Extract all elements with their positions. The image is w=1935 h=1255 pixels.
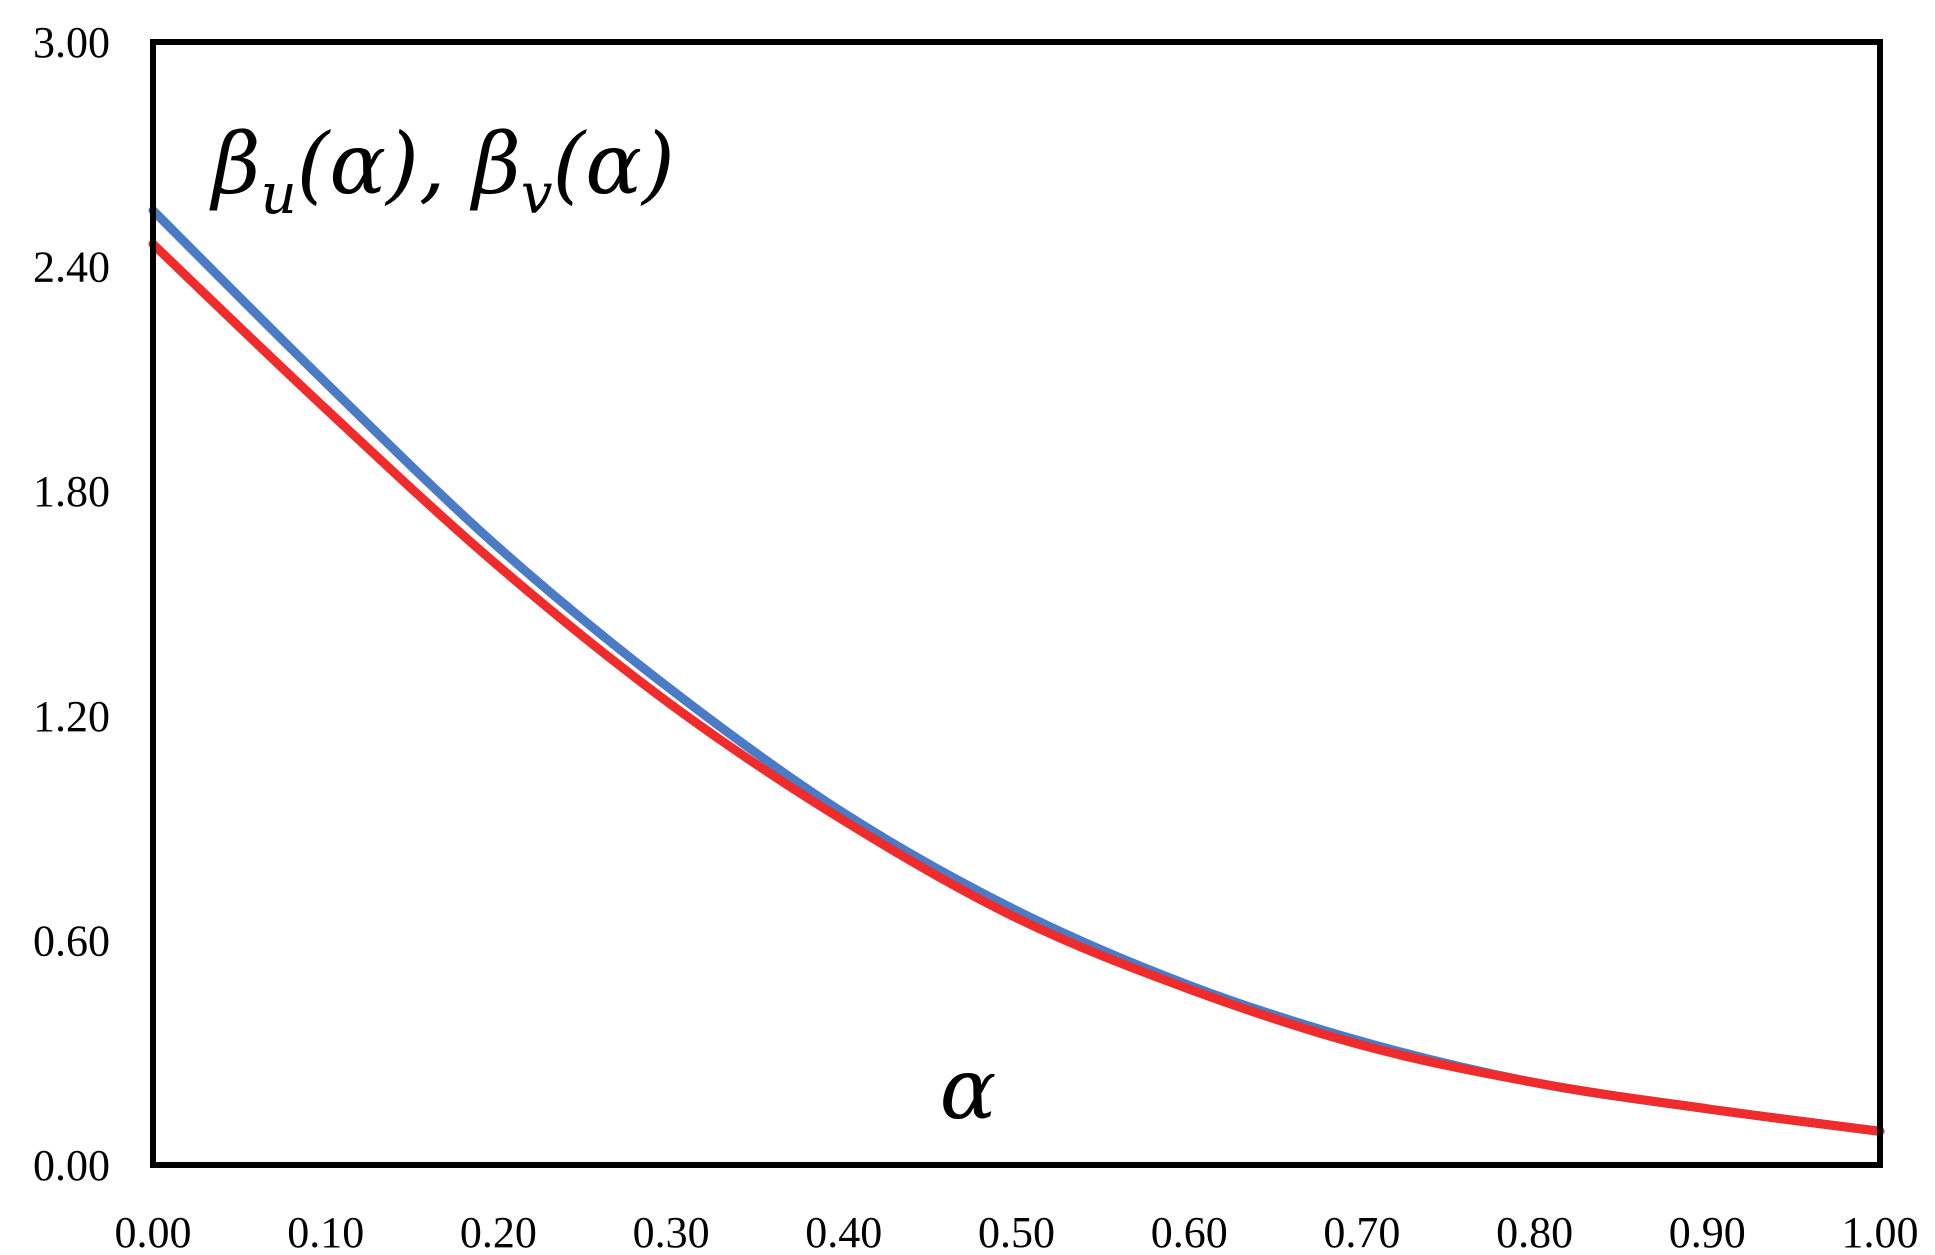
plot-frame	[150, 39, 1883, 1168]
x-tick-labels: 0.00 0.10 0.20 0.30 0.40 0.50 0.60 0.70 0.80 0.90…	[115, 1208, 1919, 1255]
y-tick-label: 1.80	[33, 467, 110, 516]
x-tick-label: 0.40	[805, 1208, 882, 1255]
y-label-arg-v: (α)	[553, 115, 675, 213]
x-tick-label: 0.00	[115, 1208, 192, 1255]
y-tick-label: 2.40	[33, 243, 110, 292]
y-tick-label: 0.00	[33, 1141, 110, 1190]
x-tick-label: 0.60	[1151, 1208, 1228, 1255]
y-axis-label: βu(α), βv(α)	[209, 115, 675, 227]
x-tick-label: 0.50	[978, 1208, 1055, 1255]
series-line-2	[148, 239, 1885, 1136]
x-tick-label: 0.80	[1496, 1208, 1573, 1255]
y-label-arg-u: (α),	[297, 115, 473, 213]
y-label-beta-u: β	[209, 115, 261, 213]
x-axis-label: α	[940, 1040, 997, 1138]
x-tick-label: 0.70	[1323, 1208, 1400, 1255]
x-tick-label: 0.90	[1669, 1208, 1746, 1255]
y-tick-labels: 0.00 0.60 1.20 1.80 2.40 3.00	[33, 18, 110, 1190]
x-tick-label: 0.10	[287, 1208, 364, 1255]
x-tick-label: 0.20	[460, 1208, 537, 1255]
y-label-sub-v: v	[521, 162, 553, 227]
x-tick-label: 1.00	[1842, 1208, 1919, 1255]
y-tick-label: 0.60	[33, 916, 110, 965]
series-line-1	[148, 206, 1885, 1136]
y-label-sub-u: u	[261, 162, 297, 227]
y-label-beta-v: β	[469, 115, 521, 213]
x-tick-label: 0.30	[633, 1208, 710, 1255]
y-tick-label: 1.20	[33, 692, 110, 741]
series-layer	[148, 206, 1885, 1136]
y-tick-label: 3.00	[33, 18, 110, 67]
